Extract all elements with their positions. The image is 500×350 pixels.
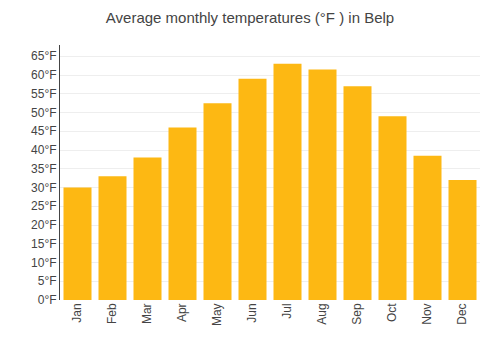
svg-text:20°F: 20°F bbox=[31, 218, 56, 232]
svg-text:Jun: Jun bbox=[245, 303, 259, 322]
svg-text:Dec: Dec bbox=[455, 303, 469, 324]
svg-text:40°F: 40°F bbox=[31, 143, 56, 157]
svg-text:0°F: 0°F bbox=[38, 293, 57, 307]
svg-text:Average monthly temperatures (: Average monthly temperatures (°F ) in Be… bbox=[106, 9, 394, 26]
svg-text:60°F: 60°F bbox=[31, 68, 56, 82]
svg-text:25°F: 25°F bbox=[31, 199, 56, 213]
svg-text:Oct: Oct bbox=[385, 303, 399, 322]
svg-text:Apr: Apr bbox=[175, 303, 189, 322]
svg-text:65°F: 65°F bbox=[31, 49, 56, 63]
svg-text:55°F: 55°F bbox=[31, 87, 56, 101]
svg-text:35°F: 35°F bbox=[31, 162, 56, 176]
svg-text:Feb: Feb bbox=[105, 303, 119, 324]
svg-text:10°F: 10°F bbox=[31, 256, 56, 270]
svg-text:5°F: 5°F bbox=[38, 274, 57, 288]
svg-text:Aug: Aug bbox=[315, 303, 329, 324]
svg-text:May: May bbox=[210, 303, 224, 326]
svg-text:Sep: Sep bbox=[350, 303, 364, 325]
svg-text:50°F: 50°F bbox=[31, 106, 56, 120]
svg-text:Nov: Nov bbox=[420, 303, 434, 324]
svg-text:Jan: Jan bbox=[70, 303, 84, 322]
svg-text:15°F: 15°F bbox=[31, 237, 56, 251]
svg-text:Mar: Mar bbox=[140, 303, 154, 324]
svg-text:30°F: 30°F bbox=[31, 181, 56, 195]
svg-text:Jul: Jul bbox=[280, 303, 294, 318]
svg-text:45°F: 45°F bbox=[31, 124, 56, 138]
